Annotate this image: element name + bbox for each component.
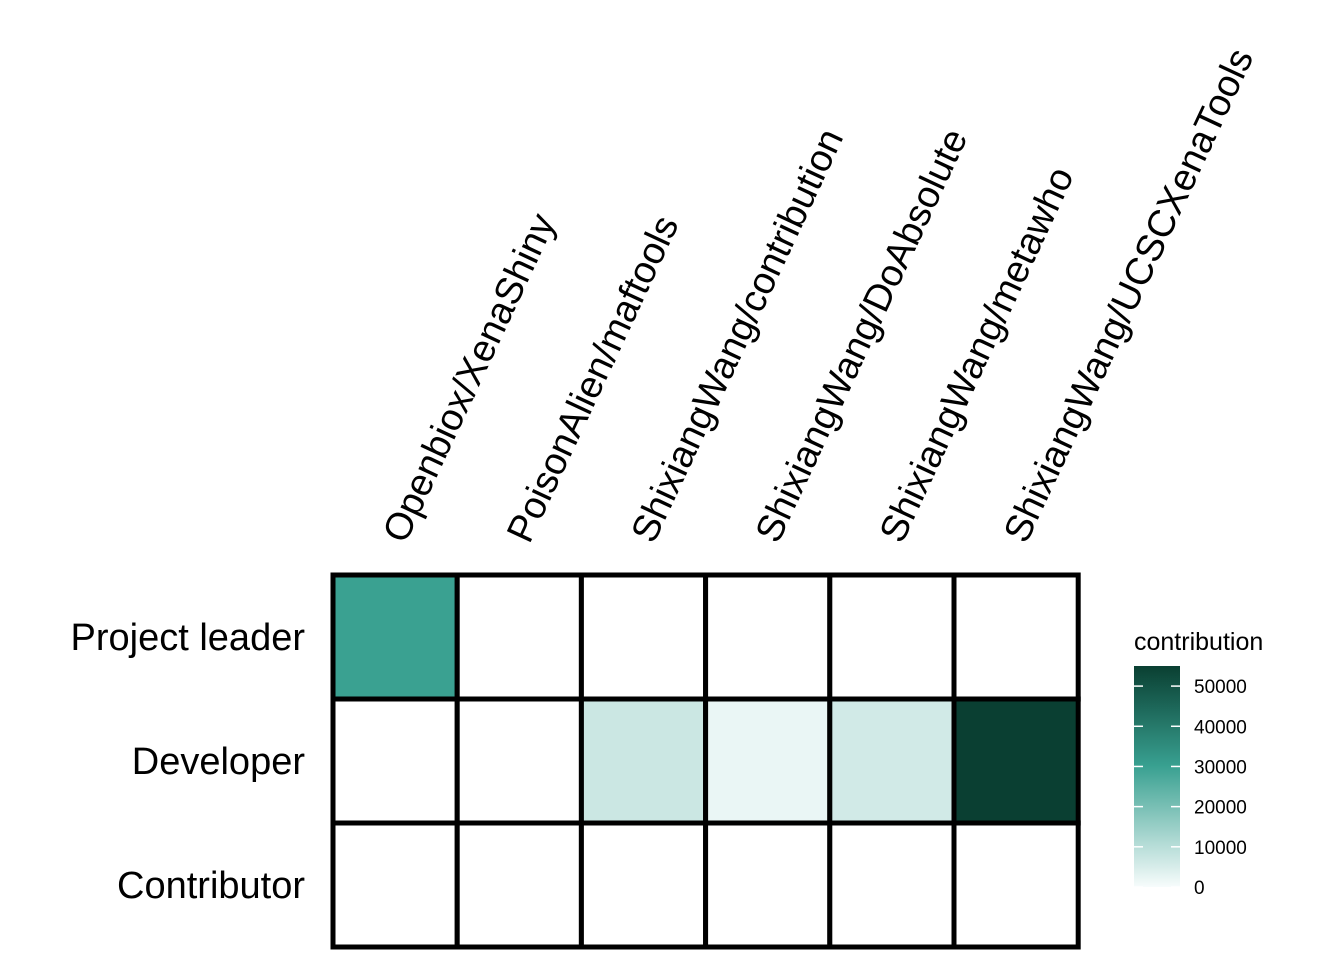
legend-tick-label: 50000 bbox=[1194, 677, 1247, 698]
heatmap-cell bbox=[578, 820, 709, 950]
legend-tick-label: 20000 bbox=[1194, 798, 1247, 819]
color-legend: contribution 0 10000 20000 30000 40000 50000 bbox=[1134, 628, 1263, 899]
x-axis-label: ShixiangWang/contribution bbox=[624, 123, 853, 549]
y-axis-label: Developer bbox=[132, 741, 306, 783]
legend-ticks: 0 10000 20000 30000 40000 50000 bbox=[1134, 677, 1247, 899]
heatmap-cell bbox=[578, 696, 709, 826]
heatmap-cell bbox=[330, 696, 460, 826]
x-axis-labels: Openbiox/XenaShinyPoisonAlien/maftoolsSh… bbox=[375, 42, 1262, 549]
heatmap-cell bbox=[578, 572, 709, 702]
heatmap-cell bbox=[951, 572, 1081, 702]
heatmap-cell bbox=[827, 820, 957, 950]
heatmap-cell bbox=[454, 572, 584, 702]
y-axis-labels: Project leader Developer Contributor bbox=[71, 617, 306, 907]
heatmap-cell bbox=[951, 696, 1081, 826]
heatmap-cell bbox=[703, 820, 833, 950]
heatmap-cell bbox=[330, 572, 460, 702]
heatmap-cell bbox=[827, 696, 957, 826]
legend-tick-label: 0 bbox=[1194, 878, 1205, 899]
x-axis-label: ShixiangWang/UCSCXenaTools bbox=[996, 42, 1262, 549]
heatmap-cell bbox=[951, 820, 1081, 950]
legend-tick-label: 40000 bbox=[1194, 717, 1247, 738]
legend-tick-label: 30000 bbox=[1194, 757, 1247, 778]
heatmap-cell bbox=[330, 820, 460, 950]
y-axis-label: Project leader bbox=[71, 617, 306, 659]
heatmap-cell bbox=[827, 572, 957, 702]
heatmap-cell bbox=[703, 572, 833, 702]
heatmap-cell bbox=[703, 696, 833, 826]
legend-tick-label: 10000 bbox=[1194, 838, 1247, 859]
legend-colorbar bbox=[1134, 666, 1180, 887]
legend-title: contribution bbox=[1134, 628, 1263, 656]
heatmap-cell bbox=[454, 820, 584, 950]
heatmap-cells bbox=[330, 572, 1081, 950]
heatmap-cell bbox=[454, 696, 584, 826]
y-axis-label: Contributor bbox=[117, 865, 305, 907]
x-axis-label: ShixiangWang/DoAbsolute bbox=[748, 123, 977, 549]
